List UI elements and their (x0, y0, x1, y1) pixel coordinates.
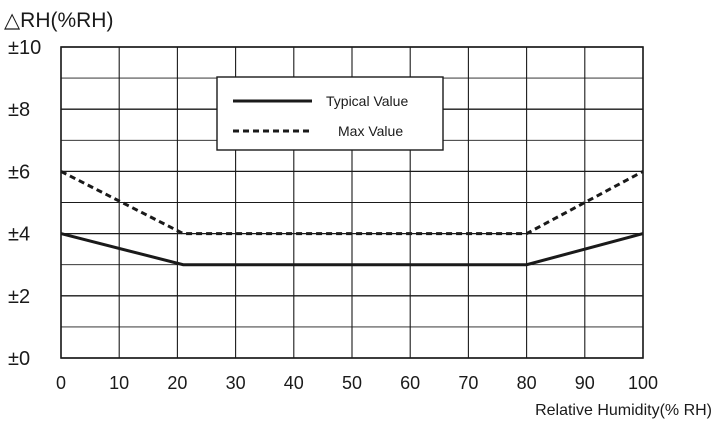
y-tick-label: ±8 (8, 99, 30, 121)
x-tick-labels: 0 10 20 30 40 50 60 70 80 90 100 (56, 373, 658, 393)
x-tick-label: 70 (458, 373, 478, 393)
legend-label-typical: Typical Value (326, 93, 408, 109)
x-tick-label: 60 (400, 373, 420, 393)
x-tick-label: 90 (575, 373, 595, 393)
x-tick-label: 100 (628, 373, 658, 393)
y-tick-label: ±0 (8, 348, 30, 370)
y-tick-label: ±6 (8, 161, 30, 183)
x-tick-label: 40 (284, 373, 304, 393)
x-tick-label: 30 (226, 373, 246, 393)
x-tick-label: 0 (56, 373, 66, 393)
typical-value-line (60, 232, 644, 267)
x-tick-label: 50 (342, 373, 362, 393)
y-tick-labels: ±0 ±2 ±4 ±6 ±8 ±10 (8, 37, 41, 370)
y-tick-label: ±4 (8, 224, 30, 246)
y-tick-label: ±10 (8, 37, 41, 59)
legend-box (216, 76, 444, 151)
y-axis-label: △RH(%RH) (4, 9, 113, 32)
legend-label-max: Max Value (338, 123, 403, 139)
series-layer (60, 170, 644, 267)
x-axis-label: Relative Humidity(% RH) (535, 402, 712, 419)
y-tick-label: ±2 (8, 286, 30, 308)
x-tick-label: 80 (517, 373, 537, 393)
plot-area-border (60, 46, 644, 359)
legend: Typical Value Max Value (216, 76, 444, 151)
x-tick-label: 10 (109, 373, 129, 393)
x-tick-label: 20 (167, 373, 187, 393)
